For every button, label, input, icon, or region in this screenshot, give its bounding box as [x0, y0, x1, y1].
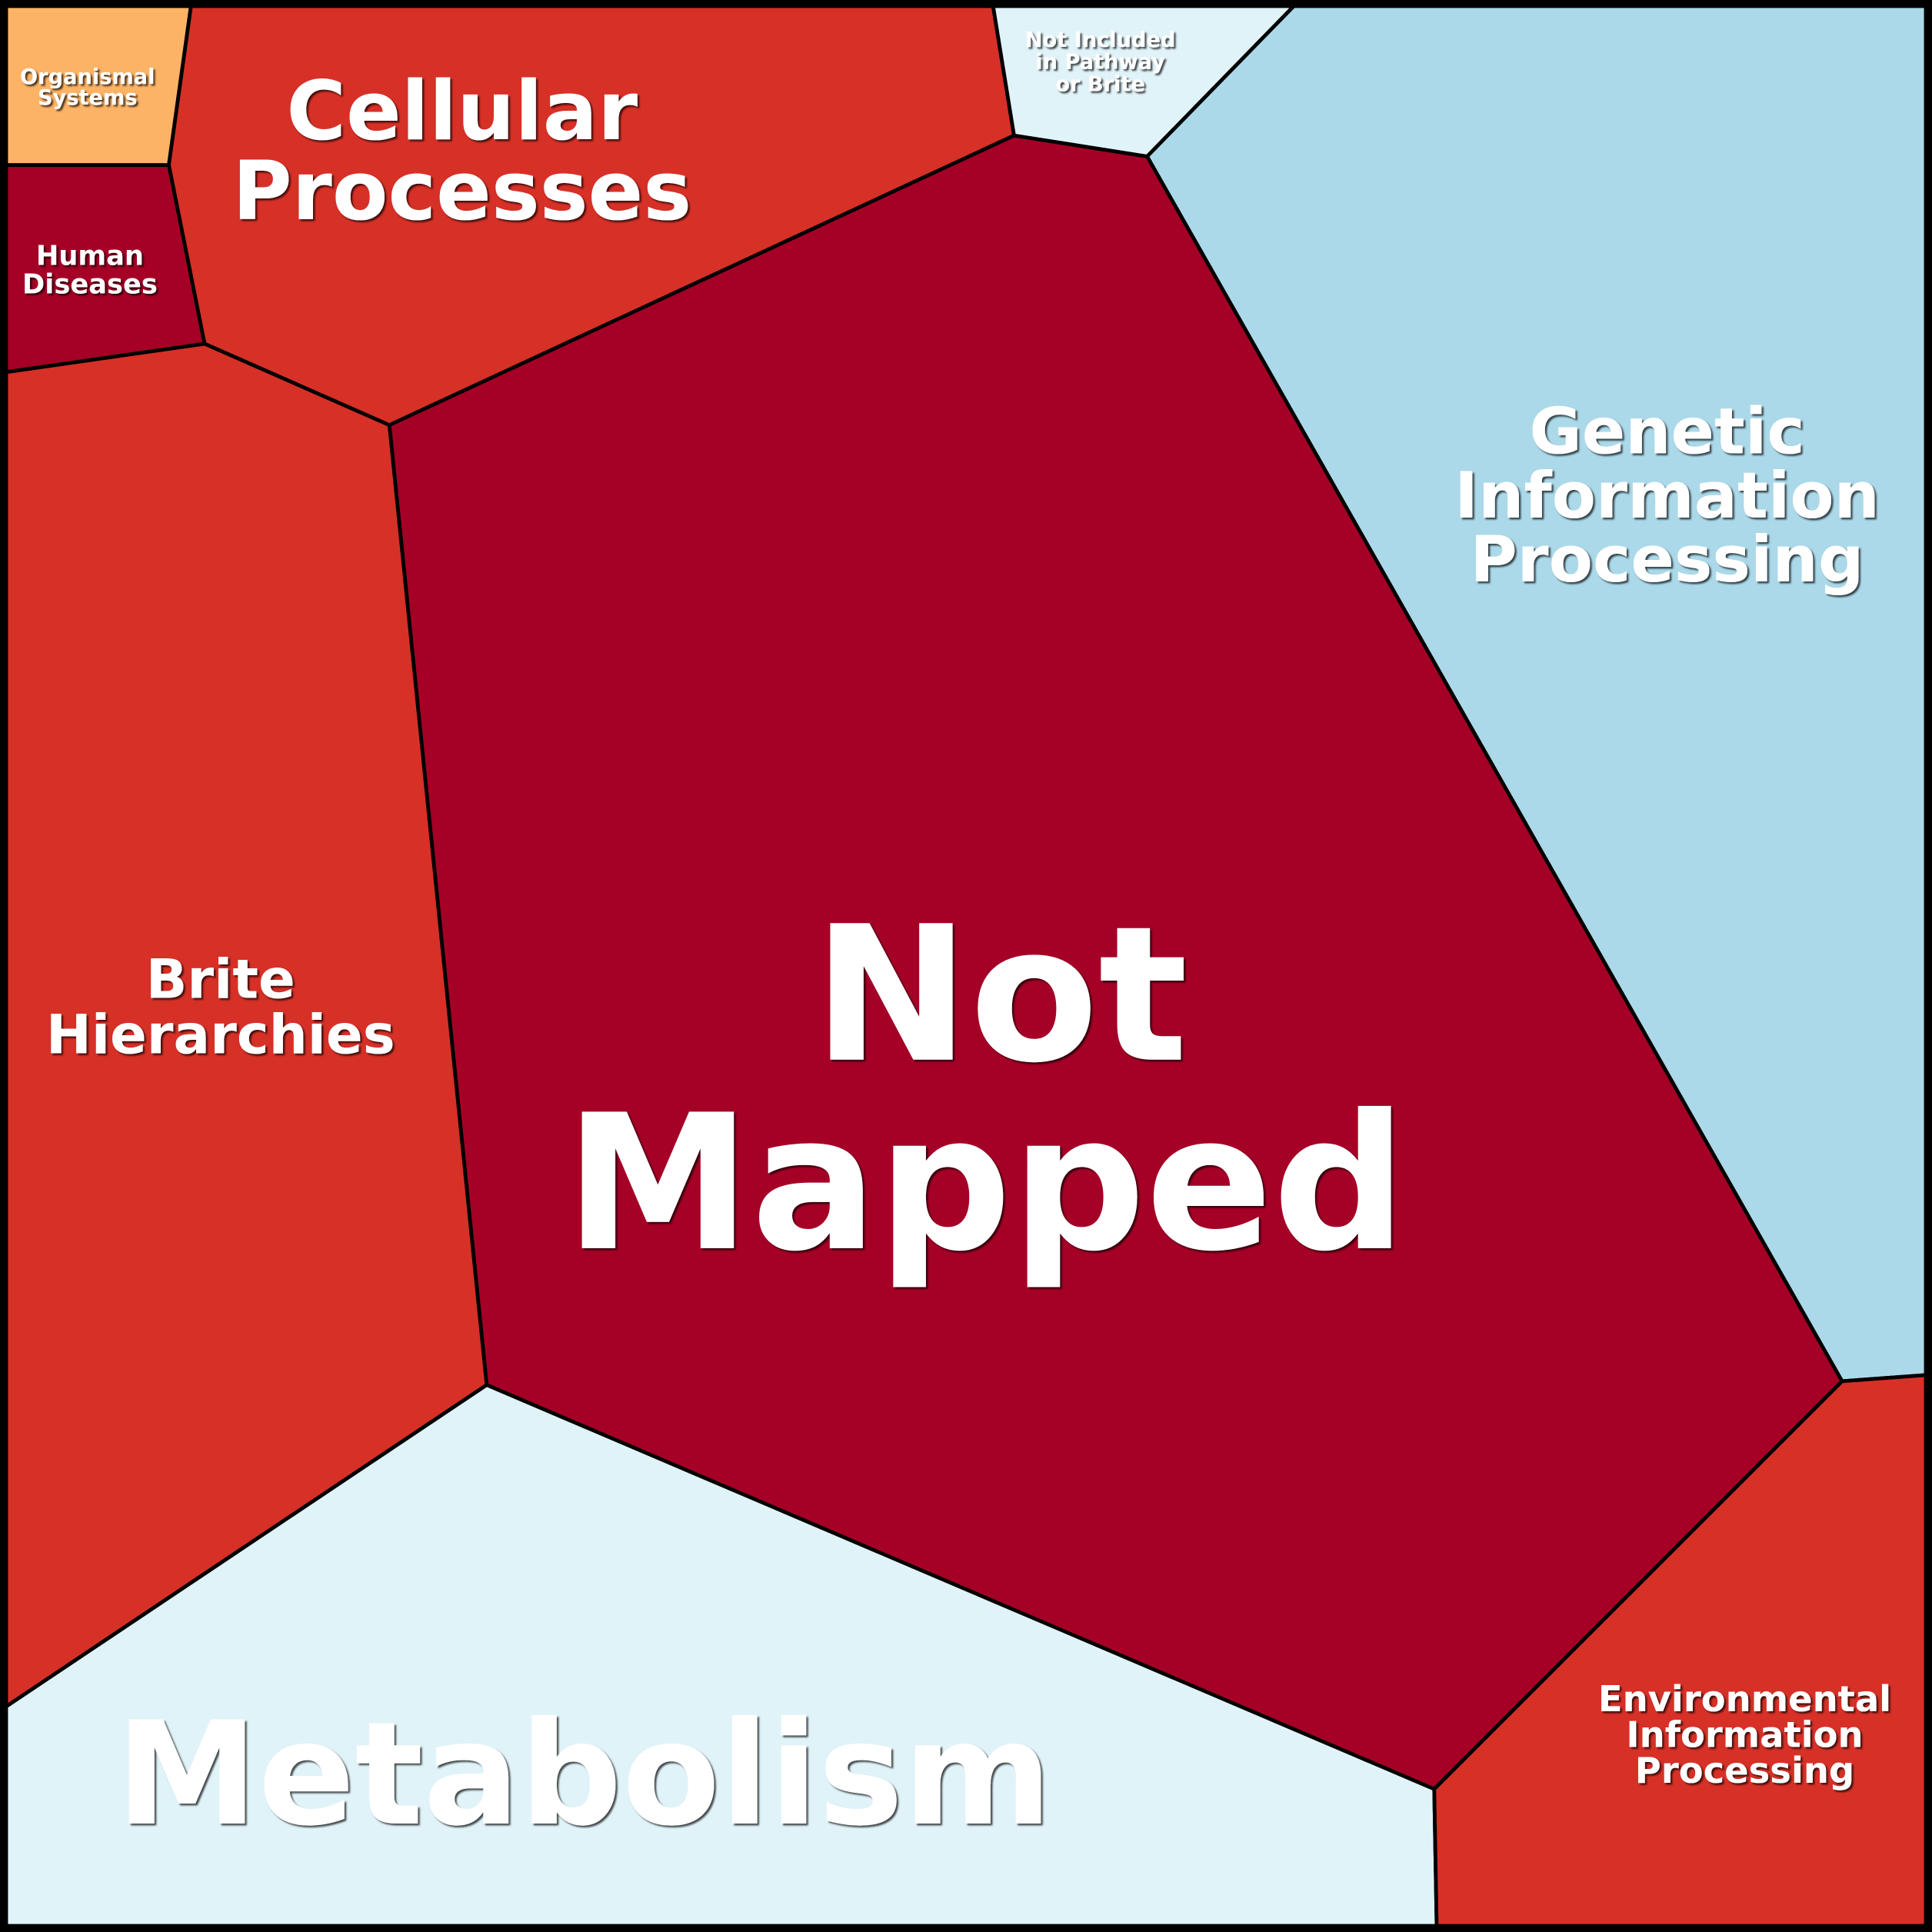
- region-label: Human Diseases: [22, 240, 158, 300]
- region-label: Genetic Information Processing: [1454, 395, 1880, 598]
- region-label: Environmental Information Processing: [1598, 1678, 1891, 1791]
- region-label: Metabolism: [116, 1691, 1053, 1857]
- region-label: Organismal Systems: [20, 65, 155, 110]
- region-label: Brite Hierarchies: [46, 948, 395, 1067]
- region-label: Not Mapped: [565, 887, 1407, 1293]
- region-label: Cellular Processes: [232, 64, 691, 238]
- region-label: Not Included in Pathway or Brite: [1025, 28, 1176, 97]
